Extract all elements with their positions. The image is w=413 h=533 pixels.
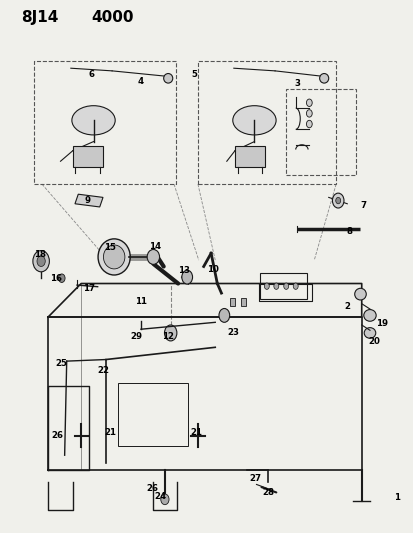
Circle shape [335, 197, 340, 204]
Ellipse shape [232, 106, 275, 135]
Text: 2: 2 [344, 302, 349, 311]
Circle shape [160, 494, 169, 505]
Text: 4000: 4000 [91, 10, 134, 25]
Bar [33, 61, 176, 184]
Text: 15: 15 [104, 244, 116, 253]
Text: 11: 11 [135, 296, 147, 305]
Circle shape [306, 110, 311, 117]
Ellipse shape [363, 310, 375, 321]
Text: 6: 6 [88, 70, 94, 78]
Text: 27: 27 [249, 474, 261, 482]
Text: 10: 10 [207, 265, 218, 273]
Bar [285, 89, 355, 175]
Circle shape [164, 325, 176, 341]
Circle shape [283, 283, 288, 289]
Ellipse shape [363, 328, 375, 338]
Text: 13: 13 [178, 266, 190, 275]
Circle shape [37, 256, 45, 266]
Bar [235, 147, 264, 166]
Text: 22: 22 [97, 366, 109, 375]
Text: 17: 17 [83, 284, 95, 293]
Text: 8J14: 8J14 [21, 10, 59, 25]
Text: 9: 9 [84, 196, 90, 205]
Bar [240, 298, 245, 306]
Circle shape [306, 99, 311, 107]
Text: 18: 18 [34, 251, 46, 260]
Text: 3: 3 [294, 78, 300, 87]
Text: 12: 12 [161, 332, 173, 341]
Text: 5: 5 [191, 70, 197, 78]
Circle shape [273, 283, 278, 289]
Circle shape [58, 274, 65, 282]
Polygon shape [75, 194, 103, 207]
Text: 28: 28 [261, 488, 273, 497]
Ellipse shape [98, 239, 130, 275]
Circle shape [181, 270, 192, 284]
Text: 14: 14 [149, 242, 161, 251]
Text: 16: 16 [50, 273, 62, 282]
Text: 23: 23 [227, 328, 239, 337]
Text: 21: 21 [104, 428, 116, 437]
Text: 25: 25 [56, 359, 68, 368]
Text: 19: 19 [375, 319, 387, 328]
Bar [118, 383, 187, 446]
Text: 7: 7 [360, 201, 366, 210]
Ellipse shape [354, 288, 366, 300]
Bar [259, 273, 306, 300]
Ellipse shape [163, 74, 172, 83]
Bar [197, 61, 335, 184]
Text: 21: 21 [190, 428, 202, 437]
Text: 1: 1 [393, 493, 399, 502]
Text: 24: 24 [154, 491, 166, 500]
Text: 26: 26 [146, 484, 158, 493]
Circle shape [264, 283, 268, 289]
Text: 20: 20 [367, 337, 379, 346]
Bar [73, 147, 102, 166]
Circle shape [332, 193, 343, 208]
Ellipse shape [319, 74, 328, 83]
Text: 26: 26 [52, 431, 64, 440]
Ellipse shape [147, 249, 159, 264]
Circle shape [292, 283, 297, 289]
Text: 8: 8 [346, 228, 351, 237]
Circle shape [218, 309, 229, 322]
Ellipse shape [103, 245, 125, 269]
Ellipse shape [72, 106, 115, 135]
Text: 29: 29 [130, 332, 142, 341]
Circle shape [33, 251, 49, 272]
Bar [230, 298, 235, 306]
Circle shape [306, 120, 311, 128]
Text: 4: 4 [138, 77, 144, 86]
